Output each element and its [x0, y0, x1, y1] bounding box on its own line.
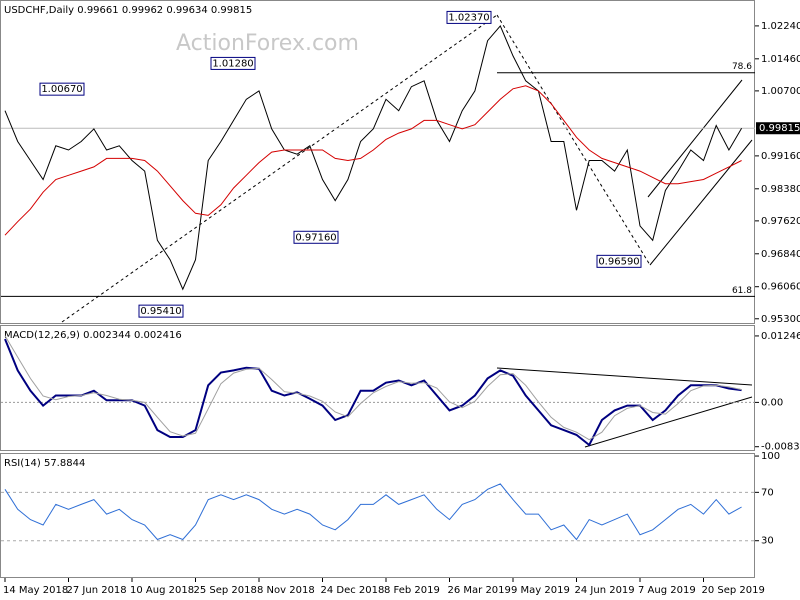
- annotation-label: 1.02370: [448, 12, 489, 23]
- macd-panel: [0, 325, 755, 451]
- series-line: [4, 335, 742, 441]
- rsi-panel: [0, 453, 755, 578]
- y-tick-label: 0.012467: [761, 331, 800, 342]
- x-tick-label: 24 Dec 2018: [321, 585, 385, 596]
- y-tick-label: 1.00700: [761, 86, 800, 97]
- y-tick-label: 70: [761, 487, 774, 498]
- y-tick-label: 100: [761, 451, 780, 462]
- annotation-label: 0.96590: [598, 256, 639, 267]
- x-tick-label: 14 May 2018: [3, 585, 68, 596]
- y-tick-label: 0.96060: [761, 282, 800, 293]
- last-price-box: [756, 122, 800, 135]
- x-tick-label: 25 Sep 2018: [194, 585, 257, 596]
- y-tick-label: 30: [761, 536, 774, 547]
- annotation-box: [138, 304, 184, 318]
- annotation-box: [210, 56, 256, 70]
- fib-label: 61.8: [732, 286, 752, 296]
- y-tick-label: 1.02240: [761, 21, 800, 32]
- y-tick-label: -0.008313: [761, 442, 800, 453]
- y-tick-label: 0.95300: [761, 314, 800, 325]
- trend-line: [61, 14, 498, 323]
- annotation-box: [39, 82, 85, 96]
- x-tick-label: 20 Sep 2019: [702, 585, 765, 596]
- x-tick-label: 8 Nov 2018: [257, 585, 315, 596]
- x-tick-label: 7 Aug 2019: [638, 585, 696, 596]
- y-tick-label: 0.97620: [761, 216, 800, 227]
- fib-label: 78.6: [732, 62, 752, 72]
- macd-title: MACD(12,26,9) 0.002344 0.002416: [4, 330, 182, 341]
- x-tick-label: 27 Jun 2018: [67, 585, 127, 596]
- y-tick-label: 0.96840: [761, 249, 800, 260]
- x-tick-label: 9 May 2019: [511, 585, 570, 596]
- annotation-label: 1.00670: [41, 84, 82, 95]
- annotation-box: [446, 10, 492, 24]
- x-tick-label: 24 Jun 2019: [575, 585, 635, 596]
- annotation-label: 0.95410: [140, 306, 181, 317]
- price-panel: [0, 0, 755, 324]
- x-tick-label: 10 Aug 2018: [130, 585, 194, 596]
- macd-trend-line: [496, 367, 753, 386]
- x-tick-label: 26 Mar 2019: [448, 585, 511, 596]
- last-price-label: 0.99815: [759, 123, 800, 134]
- rsi-title: RSI(14) 57.8844: [4, 458, 85, 469]
- annotation-label: 1.01280: [212, 58, 253, 69]
- x-tick-label: 8 Feb 2019: [384, 585, 440, 596]
- series-line: [4, 85, 742, 236]
- y-tick-label: 0.99160: [761, 151, 800, 162]
- y-tick-label: 0.98380: [761, 184, 800, 195]
- watermark: ActionForex.com: [176, 31, 359, 56]
- channel-line: [647, 79, 743, 198]
- macd-trend-line: [584, 396, 753, 448]
- annotation-label: 0.97160: [295, 232, 336, 243]
- series-line: [4, 483, 742, 541]
- y-tick-label: 0.00: [761, 397, 783, 408]
- trend-lines: [61, 14, 753, 448]
- channel-line: [649, 139, 753, 266]
- annotation-box: [293, 230, 339, 244]
- trend-line: [496, 14, 651, 266]
- price-title: USDCHF,Daily 0.99661 0.99962 0.99634 0.9…: [4, 5, 252, 16]
- annotation-box: [596, 254, 642, 268]
- y-tick-label: 1.01460: [761, 54, 800, 65]
